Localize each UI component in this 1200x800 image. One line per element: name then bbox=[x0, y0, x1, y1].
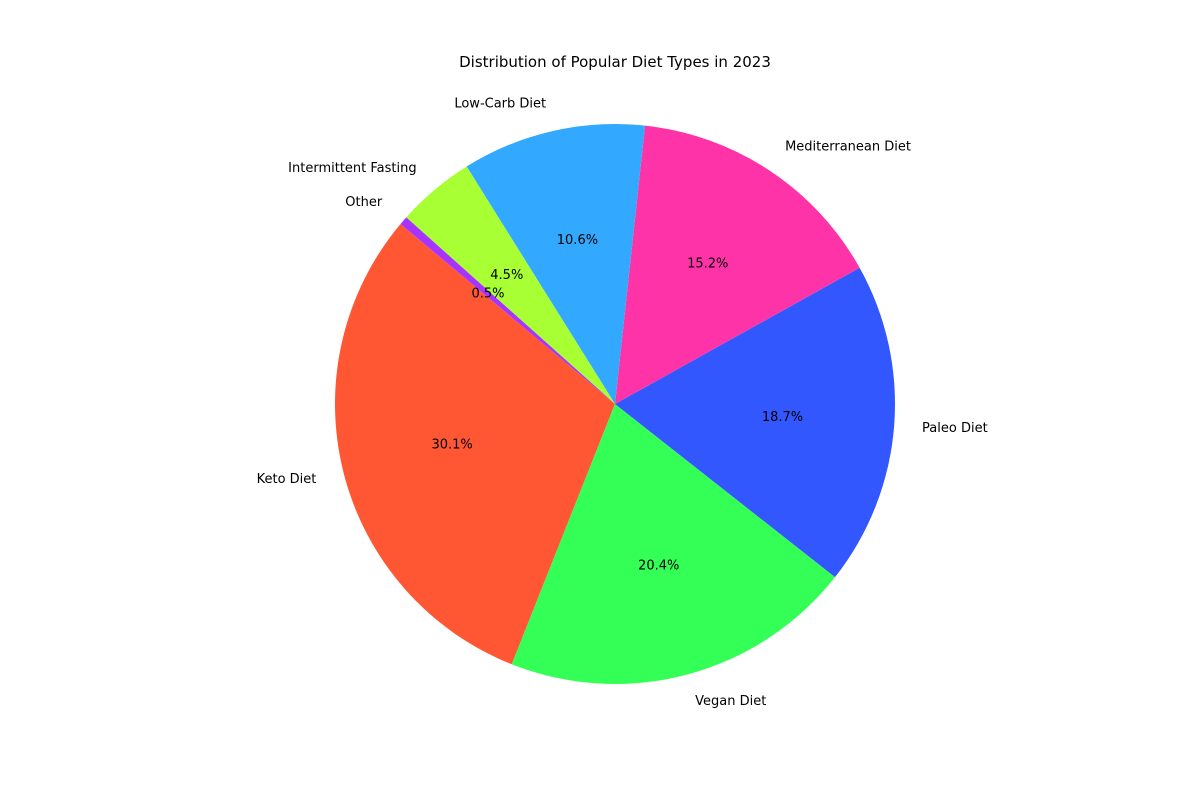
pie-category-label-keto-diet: Keto Diet bbox=[257, 472, 317, 487]
pie-slice-other bbox=[400, 217, 615, 404]
pie-category-label-paleo-diet: Paleo Diet bbox=[922, 421, 988, 436]
pie-category-label-mediterranean-diet: Mediterranean Diet bbox=[785, 140, 911, 155]
pie-pct-label-mediterranean-diet: 15.2% bbox=[687, 256, 728, 271]
pie-category-label-low-carb-diet: Low-Carb Diet bbox=[454, 96, 546, 111]
pie-slice-mediterranean-diet bbox=[615, 125, 860, 404]
pie-slice-vegan-diet bbox=[511, 404, 836, 684]
pie-pct-label-vegan-diet: 20.4% bbox=[638, 559, 679, 574]
chart-title: Distribution of Popular Diet Types in 20… bbox=[459, 53, 771, 71]
pie-labels: 30.1% Keto Diet 20.4% Vegan Diet 18.7% Paleo … bbox=[257, 96, 988, 709]
pie-pct-label-low-carb-diet: 10.6% bbox=[557, 233, 598, 248]
pie-pct-label-other: 0.5% bbox=[472, 287, 505, 302]
pie-category-label-vegan-diet: Vegan Diet bbox=[695, 694, 766, 709]
pie-pct-label-paleo-diet: 18.7% bbox=[762, 410, 803, 425]
pie-pct-label-intermittent-fasting: 4.5% bbox=[490, 268, 523, 283]
pie-slice-keto-diet bbox=[335, 224, 615, 665]
pie-category-label-intermittent-fasting: Intermittent Fasting bbox=[288, 161, 416, 176]
pie-slices bbox=[335, 124, 895, 684]
pie-category-label-other: Other bbox=[345, 195, 383, 210]
pie-pct-label-keto-diet: 30.1% bbox=[431, 438, 472, 453]
pie-slice-intermittent-fasting bbox=[406, 166, 615, 404]
pie-slice-paleo-diet bbox=[615, 267, 895, 578]
pie-slice-low-carb-diet bbox=[466, 124, 646, 405]
